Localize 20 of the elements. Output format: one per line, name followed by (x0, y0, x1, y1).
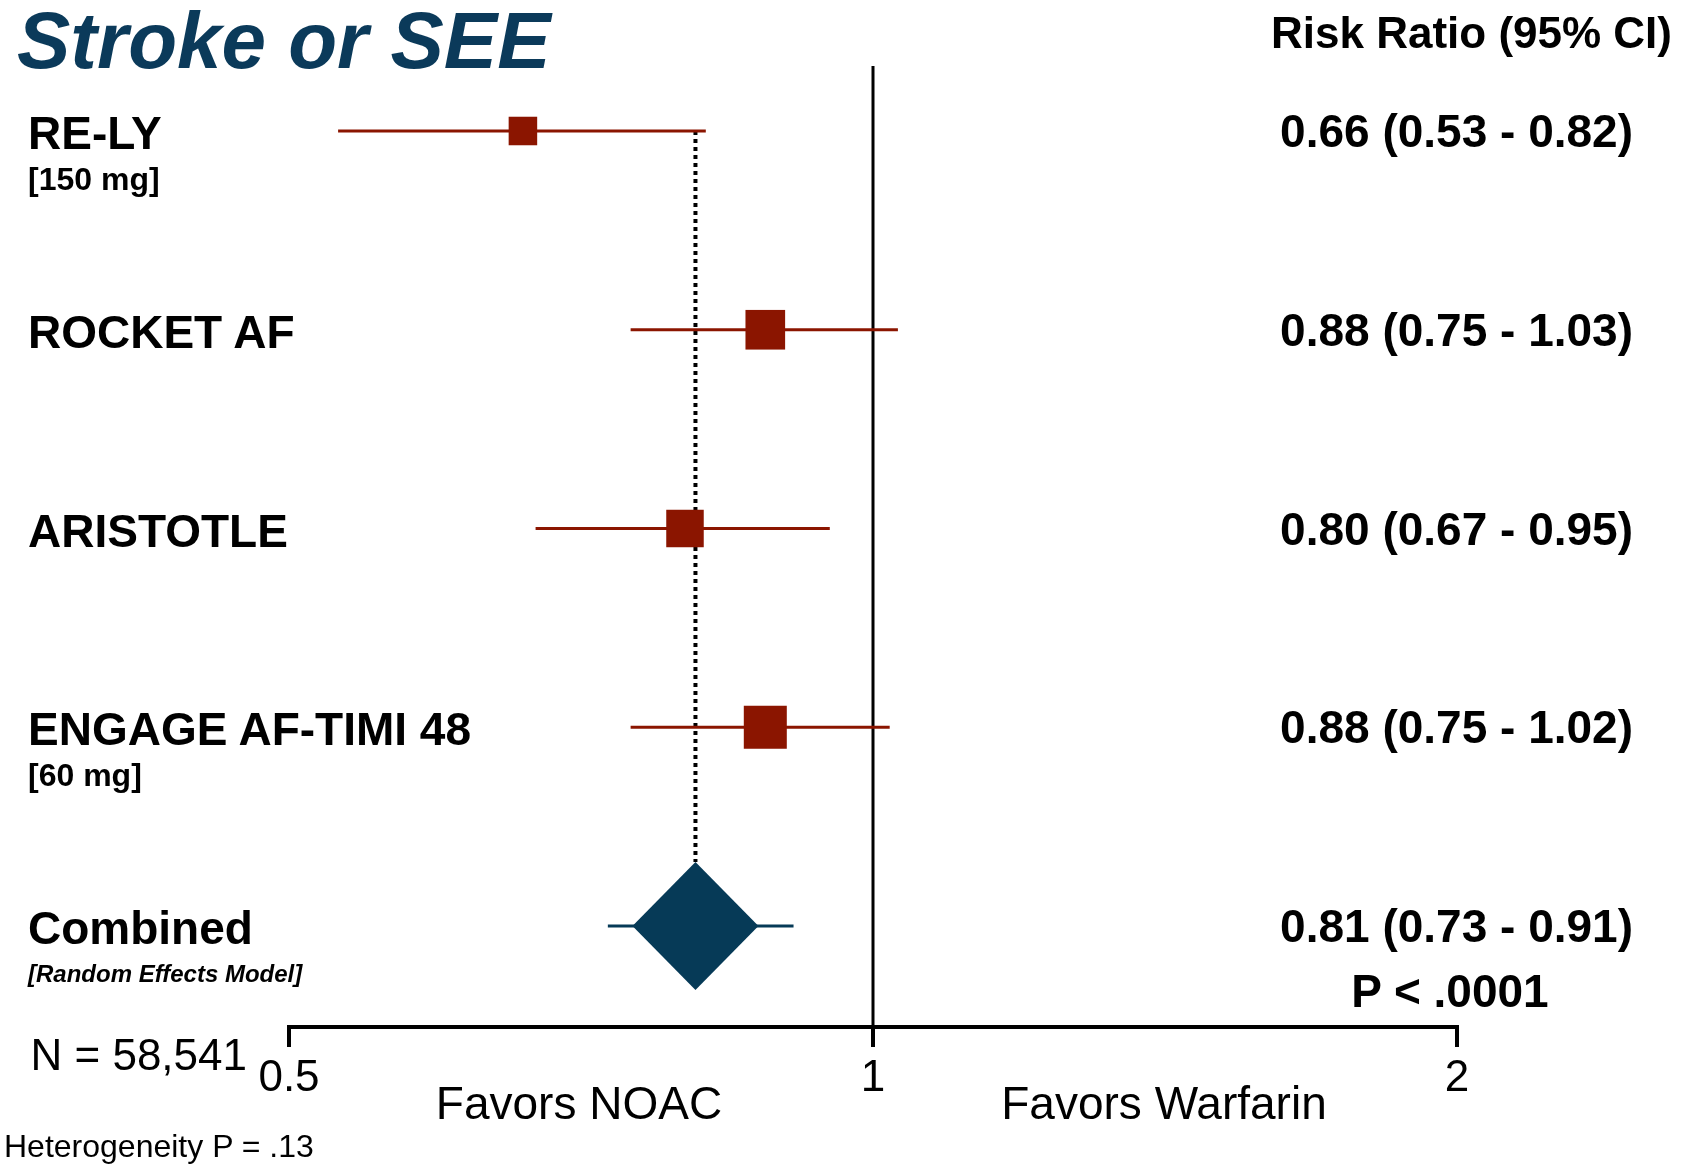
x-tick-label: 1 (860, 1051, 886, 1100)
annotation: 0.88 (0.75 - 1.02) (1280, 701, 1633, 754)
y-tick-label: ENGAGE AF-TIMI 48 [60 mg] (28, 703, 471, 794)
text: Risk Ratio (95% CI) (1271, 8, 1672, 57)
y-tick-label: ROCKET AF (28, 305, 295, 358)
text: Heterogeneity P = .13 (4, 1128, 314, 1164)
annotation: 0.81 (0.73 - 0.91) (1280, 900, 1633, 952)
annotation: P < .0001 (1351, 965, 1549, 1017)
x-tick-label: 2 (1444, 1051, 1470, 1100)
text: Favors NOAC (435, 1077, 723, 1129)
annotation: 0.80 (0.67 - 0.95) (1280, 502, 1633, 555)
text: Favors Warfarin (1001, 1077, 1327, 1129)
chart-title: Stroke or SEE (17, 0, 554, 85)
annotation: 0.66 (0.53 - 0.82) (1280, 105, 1633, 157)
text: N = 58,541 (30, 1030, 247, 1079)
x-tick-label: 0.5 (258, 1051, 320, 1100)
annotation: 0.88 (0.75 - 1.03) (1280, 303, 1633, 356)
y-tick-label: ARISTOTLE (28, 504, 288, 557)
y-tick-label: RE-LY [150 mg] (28, 107, 162, 197)
y-tick-label: Combined [Random Effects Model] (27, 902, 304, 987)
